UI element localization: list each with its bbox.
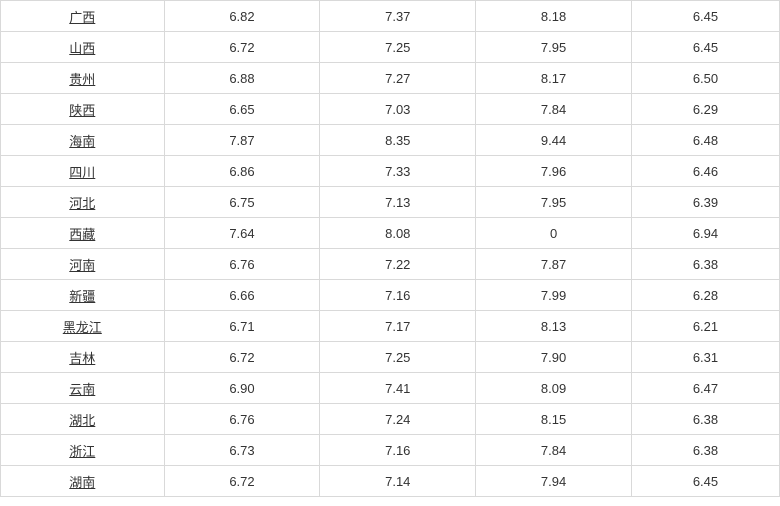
value-cell: 8.15 <box>476 404 632 435</box>
table-row: 西藏7.648.0806.94 <box>1 218 780 249</box>
value-cell: 7.25 <box>320 32 476 63</box>
value-cell: 8.17 <box>476 63 632 94</box>
value-cell: 6.39 <box>631 187 779 218</box>
value-cell: 7.94 <box>476 466 632 497</box>
value-cell: 8.09 <box>476 373 632 404</box>
value-cell: 6.82 <box>164 1 320 32</box>
value-cell: 7.95 <box>476 187 632 218</box>
value-cell: 6.29 <box>631 94 779 125</box>
value-cell: 7.16 <box>320 280 476 311</box>
value-cell: 7.41 <box>320 373 476 404</box>
value-cell: 7.96 <box>476 156 632 187</box>
value-cell: 6.90 <box>164 373 320 404</box>
value-cell: 6.28 <box>631 280 779 311</box>
province-cell[interactable]: 湖南 <box>1 466 165 497</box>
value-cell: 7.87 <box>476 249 632 280</box>
value-cell: 7.22 <box>320 249 476 280</box>
value-cell: 7.99 <box>476 280 632 311</box>
province-cell[interactable]: 新疆 <box>1 280 165 311</box>
value-cell: 6.38 <box>631 404 779 435</box>
value-cell: 8.18 <box>476 1 632 32</box>
value-cell: 0 <box>476 218 632 249</box>
province-cell[interactable]: 浙江 <box>1 435 165 466</box>
table-row: 四川6.867.337.966.46 <box>1 156 780 187</box>
value-cell: 7.17 <box>320 311 476 342</box>
table-row: 湖南6.727.147.946.45 <box>1 466 780 497</box>
value-cell: 6.45 <box>631 1 779 32</box>
table-row: 海南7.878.359.446.48 <box>1 125 780 156</box>
table-row: 贵州6.887.278.176.50 <box>1 63 780 94</box>
value-cell: 7.25 <box>320 342 476 373</box>
value-cell: 6.21 <box>631 311 779 342</box>
value-cell: 7.13 <box>320 187 476 218</box>
value-cell: 6.76 <box>164 249 320 280</box>
table-row: 黑龙江6.717.178.136.21 <box>1 311 780 342</box>
value-cell: 8.08 <box>320 218 476 249</box>
value-cell: 6.31 <box>631 342 779 373</box>
value-cell: 6.38 <box>631 249 779 280</box>
table-row: 吉林6.727.257.906.31 <box>1 342 780 373</box>
value-cell: 6.46 <box>631 156 779 187</box>
value-cell: 6.94 <box>631 218 779 249</box>
value-cell: 7.37 <box>320 1 476 32</box>
table-row: 河北6.757.137.956.39 <box>1 187 780 218</box>
table-row: 河南6.767.227.876.38 <box>1 249 780 280</box>
value-cell: 6.72 <box>164 342 320 373</box>
province-cell[interactable]: 陕西 <box>1 94 165 125</box>
value-cell: 6.72 <box>164 32 320 63</box>
value-cell: 6.45 <box>631 32 779 63</box>
table-row: 湖北6.767.248.156.38 <box>1 404 780 435</box>
value-cell: 6.76 <box>164 404 320 435</box>
value-cell: 7.14 <box>320 466 476 497</box>
value-cell: 7.03 <box>320 94 476 125</box>
value-cell: 7.87 <box>164 125 320 156</box>
province-cell[interactable]: 湖北 <box>1 404 165 435</box>
value-cell: 7.64 <box>164 218 320 249</box>
value-cell: 7.95 <box>476 32 632 63</box>
value-cell: 7.84 <box>476 435 632 466</box>
province-cell[interactable]: 云南 <box>1 373 165 404</box>
value-cell: 6.50 <box>631 63 779 94</box>
value-cell: 6.47 <box>631 373 779 404</box>
province-cell[interactable]: 黑龙江 <box>1 311 165 342</box>
value-cell: 6.73 <box>164 435 320 466</box>
province-cell[interactable]: 山西 <box>1 32 165 63</box>
province-cell[interactable]: 广西 <box>1 1 165 32</box>
province-cell[interactable]: 河北 <box>1 187 165 218</box>
table-row: 广西6.827.378.186.45 <box>1 1 780 32</box>
value-cell: 8.13 <box>476 311 632 342</box>
value-cell: 7.90 <box>476 342 632 373</box>
table-row: 浙江6.737.167.846.38 <box>1 435 780 466</box>
table-row: 新疆6.667.167.996.28 <box>1 280 780 311</box>
table-row: 陕西6.657.037.846.29 <box>1 94 780 125</box>
value-cell: 7.33 <box>320 156 476 187</box>
data-table: 广西6.827.378.186.45山西6.727.257.956.45贵州6.… <box>0 0 780 497</box>
value-cell: 6.72 <box>164 466 320 497</box>
value-cell: 7.16 <box>320 435 476 466</box>
table-row: 云南6.907.418.096.47 <box>1 373 780 404</box>
value-cell: 6.66 <box>164 280 320 311</box>
table-row: 山西6.727.257.956.45 <box>1 32 780 63</box>
province-cell[interactable]: 河南 <box>1 249 165 280</box>
value-cell: 7.27 <box>320 63 476 94</box>
value-cell: 8.35 <box>320 125 476 156</box>
value-cell: 6.86 <box>164 156 320 187</box>
province-cell[interactable]: 海南 <box>1 125 165 156</box>
value-cell: 7.24 <box>320 404 476 435</box>
value-cell: 9.44 <box>476 125 632 156</box>
value-cell: 7.84 <box>476 94 632 125</box>
value-cell: 6.75 <box>164 187 320 218</box>
value-cell: 6.65 <box>164 94 320 125</box>
province-cell[interactable]: 贵州 <box>1 63 165 94</box>
province-cell[interactable]: 西藏 <box>1 218 165 249</box>
value-cell: 6.71 <box>164 311 320 342</box>
value-cell: 6.88 <box>164 63 320 94</box>
value-cell: 6.48 <box>631 125 779 156</box>
value-cell: 6.38 <box>631 435 779 466</box>
province-cell[interactable]: 吉林 <box>1 342 165 373</box>
value-cell: 6.45 <box>631 466 779 497</box>
province-cell[interactable]: 四川 <box>1 156 165 187</box>
